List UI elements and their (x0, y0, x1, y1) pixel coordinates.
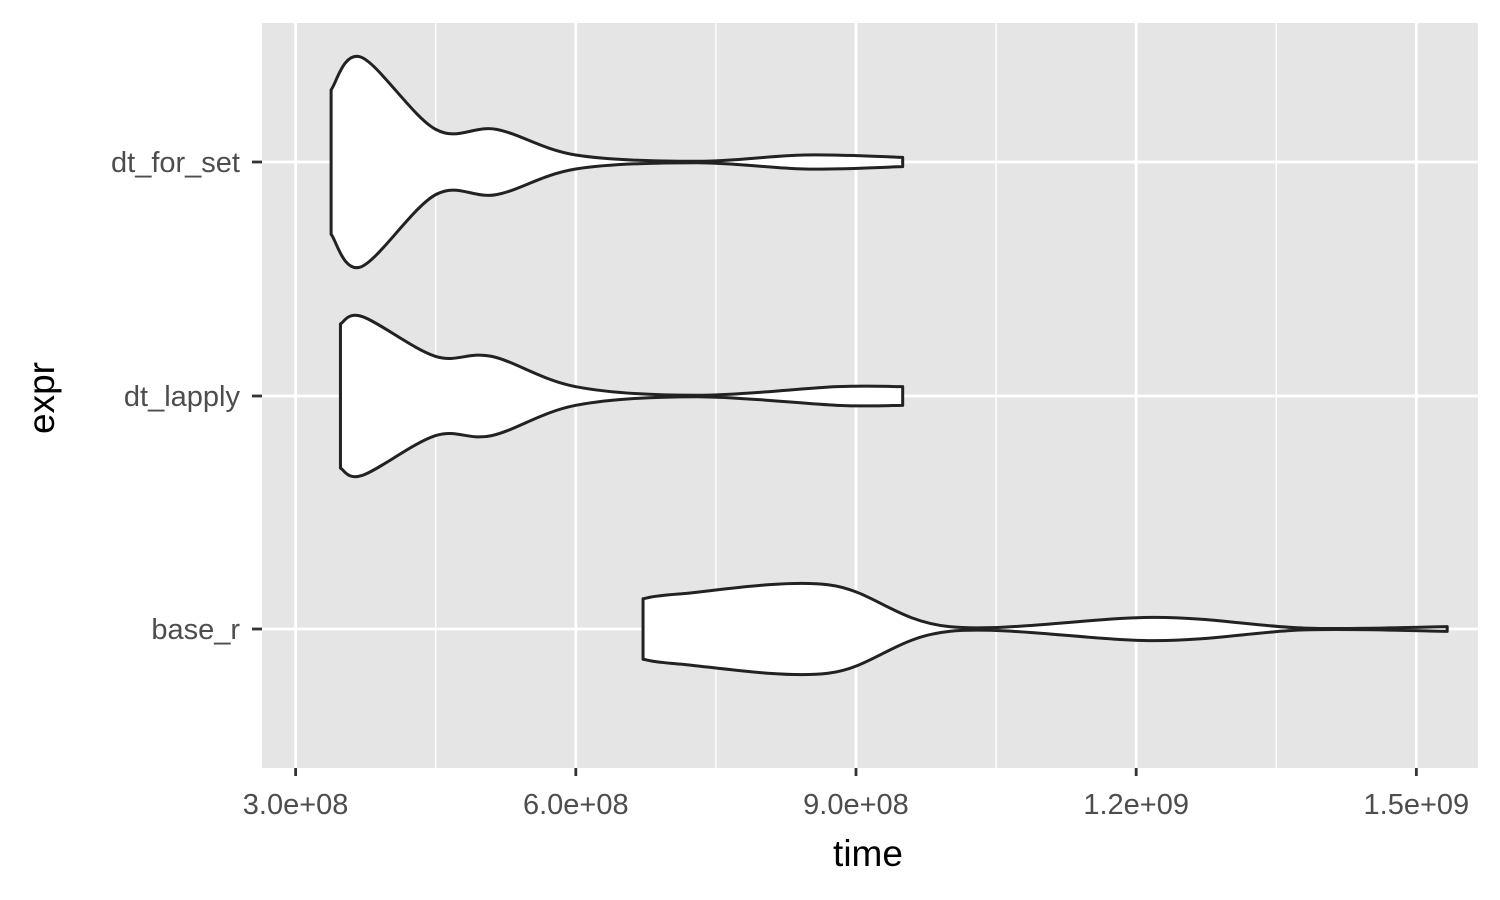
x-tick-label: 9.0e+08 (803, 789, 909, 821)
y-axis: base_r dt_lapply dt_for_set (111, 147, 262, 646)
y-tick-label: dt_lapply (124, 381, 241, 413)
x-tick-label: 1.5e+09 (1364, 789, 1470, 821)
y-axis-title: expr (21, 362, 62, 434)
violin-dt-for-set (329, 54, 905, 270)
y-tick-label: dt_for_set (111, 147, 240, 179)
violin-base-r (641, 581, 1449, 677)
x-axis: 3.0e+08 6.0e+08 9.0e+08 1.2e+09 1.5e+09 (243, 768, 1469, 821)
y-tick-label: base_r (151, 614, 240, 646)
x-axis-title: time (833, 833, 903, 874)
violins (329, 54, 1449, 677)
violin-dt-lapply (338, 313, 905, 479)
x-tick-label: 1.2e+09 (1083, 789, 1189, 821)
x-tick-label: 6.0e+08 (523, 789, 629, 821)
x-tick-label: 3.0e+08 (243, 789, 349, 821)
